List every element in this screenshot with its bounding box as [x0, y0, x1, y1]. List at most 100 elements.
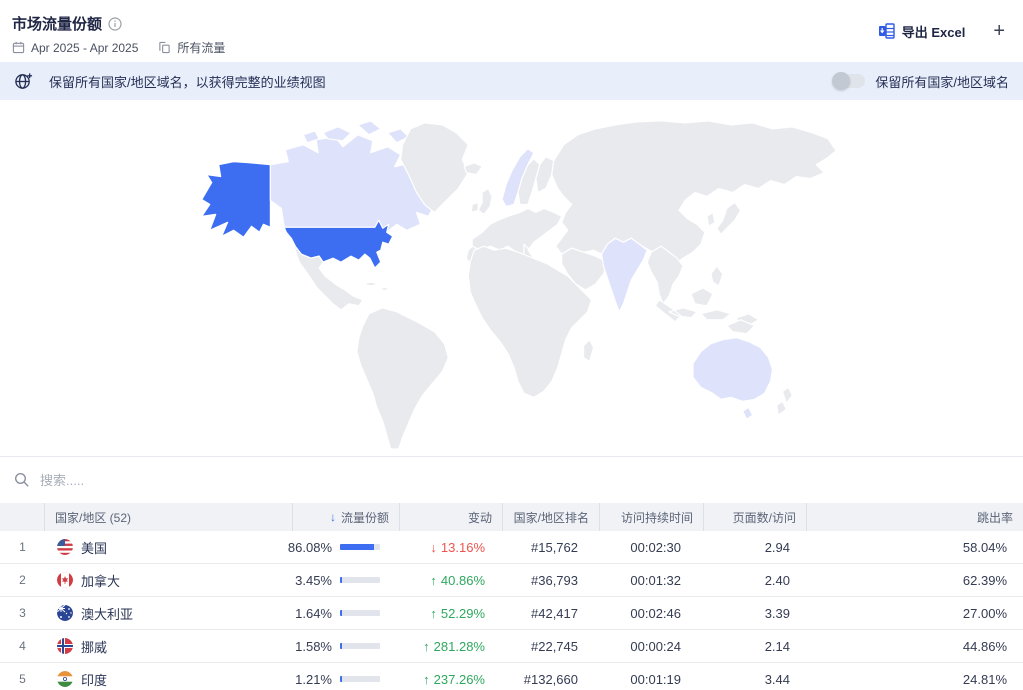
col-duration[interactable]: 访问持续时间 — [600, 503, 704, 531]
share-cell: 86.08% — [288, 531, 400, 563]
search-icon — [14, 472, 30, 488]
table-row-us[interactable]: 1 美国 86.08% ↓ 13.16% #15,762 00:02:30 2.9… — [0, 531, 1023, 564]
duration-cell: 00:01:19 — [630, 671, 681, 687]
row-rank: 3 — [19, 606, 26, 620]
col-rank — [0, 503, 45, 531]
change-cell: ↑ 281.28% — [423, 638, 485, 654]
share-bar — [340, 577, 380, 583]
date-range-label[interactable]: Apr 2025 - Apr 2025 — [31, 40, 139, 55]
map-country-australia — [692, 337, 774, 420]
row-rank: 1 — [19, 540, 26, 554]
calendar-icon — [12, 41, 25, 54]
table-row-canada[interactable]: 2 加拿大 3.45% ↑ 40.86% #36,793 00:01:32 2.4… — [0, 564, 1023, 597]
keep-domains-banner: 保留所有国家/地区域名，以获得完整的业绩视图 保留所有国家/地区域名 — [0, 62, 1023, 100]
col-change[interactable]: 变动 — [400, 503, 503, 531]
country-name: 加拿大 — [81, 573, 121, 589]
country-rank-cell: #15,762 — [531, 539, 578, 555]
country-rank-cell: #132,660 — [523, 671, 578, 687]
flag-usa-icon — [57, 539, 73, 555]
map-region-caribbean-2 — [380, 286, 389, 291]
change-arrow-icon: ↑ — [423, 671, 430, 687]
export-excel-button[interactable]: 导出 Excel — [878, 22, 966, 41]
country-rank-cell: #42,417 — [531, 605, 578, 621]
bounce-cell: 58.04% — [962, 539, 1007, 555]
share-bar — [340, 676, 380, 682]
change-cell: ↑ 52.29% — [430, 605, 485, 621]
country-name: 美国 — [81, 540, 108, 556]
duration-cell: 00:02:46 — [630, 605, 681, 621]
country-rank-cell: #36,793 — [531, 572, 578, 588]
change-cell: ↓ 13.16% — [430, 539, 485, 555]
map-country-india — [600, 237, 648, 313]
bounce-cell: 44.86% — [962, 638, 1007, 654]
country-cell: 美国 — [45, 531, 293, 563]
pages-cell: 2.14 — [764, 638, 790, 654]
info-icon[interactable] — [108, 16, 122, 31]
globe-plus-icon — [14, 72, 33, 91]
col-pages[interactable]: 页面数/访问 — [704, 503, 807, 531]
table-row-norway[interactable]: 4 挪威 1.58% ↑ 281.28% #22,745 00:00:24 2.1… — [0, 630, 1023, 663]
sort-desc-icon: ↓ — [329, 510, 336, 524]
flag-canada-icon — [57, 572, 73, 588]
map-region-se-asia — [646, 245, 684, 305]
row-rank: 5 — [19, 672, 26, 686]
map-region-asia — [551, 120, 837, 265]
map-region-japan — [706, 201, 742, 235]
col-country-rank[interactable]: 国家/地区排名 — [503, 503, 600, 531]
map-region-new-guinea — [726, 319, 756, 335]
search-input[interactable] — [40, 472, 1009, 488]
keep-domains-toggle[interactable] — [832, 72, 866, 90]
map-region-greenland — [400, 122, 469, 213]
country-name: 挪威 — [81, 639, 108, 655]
country-name: 印度 — [81, 672, 108, 688]
row-rank: 2 — [19, 573, 26, 587]
map-region-middle-east — [561, 247, 609, 291]
change-arrow-icon: ↓ — [430, 539, 437, 555]
country-cell: 挪威 — [45, 630, 293, 662]
share-bar — [340, 544, 380, 550]
table-row-australia[interactable]: 3 澳大利亚 1.64% ↑ 52.29% #42,417 00:02:46 3.… — [0, 597, 1023, 630]
traffic-filter-label[interactable]: 所有流量 — [177, 41, 226, 55]
share-cell: 3.45% — [293, 564, 400, 596]
col-share[interactable]: ↓ 流量份额 — [293, 503, 400, 531]
duration-cell: 00:01:32 — [630, 572, 681, 588]
duration-cell: 00:02:30 — [630, 539, 681, 555]
col-bounce[interactable]: 跳出率 — [976, 510, 1013, 525]
flag-norway-icon — [57, 638, 73, 654]
export-excel-label: 导出 Excel — [901, 24, 966, 40]
row-rank: 4 — [19, 639, 26, 653]
table-header: 国家/地区 (52) ↓ 流量份额 变动 国家/地区排名 访问持续时间 页面数/访… — [0, 503, 1023, 531]
map-region-caribbean — [365, 281, 377, 287]
share-cell: 1.21% — [293, 663, 400, 690]
map-region-indonesia — [654, 265, 760, 327]
duration-cell: 00:00:24 — [630, 638, 681, 654]
country-cell: 澳大利亚 — [45, 597, 293, 629]
map-country-usa-alaska — [201, 161, 271, 238]
add-button[interactable]: + — [993, 20, 1005, 42]
share-cell: 1.64% — [293, 597, 400, 629]
country-rank-cell: #22,745 — [531, 638, 578, 654]
change-cell: ↑ 40.86% — [430, 572, 485, 588]
country-cell: 印度 — [45, 663, 293, 690]
pages-cell: 3.39 — [764, 605, 790, 621]
col-country[interactable]: 国家/地区 (52) — [45, 503, 293, 531]
map-region-madagascar — [582, 339, 595, 363]
bounce-cell: 27.00% — [962, 605, 1007, 621]
excel-export-icon — [878, 23, 895, 39]
toggle-label: 保留所有国家/地区域名 — [875, 74, 1009, 90]
traffic-filter-icon — [158, 41, 171, 54]
pages-cell: 2.94 — [764, 539, 790, 555]
table-row-india[interactable]: 5 印度 1.21% ↑ 237.26% #132,660 00:01:19 3.… — [0, 663, 1023, 690]
change-cell: ↑ 237.26% — [423, 671, 485, 687]
world-map — [0, 100, 1023, 455]
map-region-iceland — [463, 162, 483, 176]
country-cell: 加拿大 — [45, 564, 293, 596]
share-bar — [340, 610, 380, 616]
change-arrow-icon: ↑ — [430, 605, 437, 621]
flag-india-icon — [57, 671, 73, 687]
map-region-finland — [535, 156, 555, 194]
bounce-cell: 62.39% — [962, 572, 1007, 588]
world-map-svg[interactable] — [172, 105, 852, 453]
map-region-mexico — [290, 237, 364, 311]
